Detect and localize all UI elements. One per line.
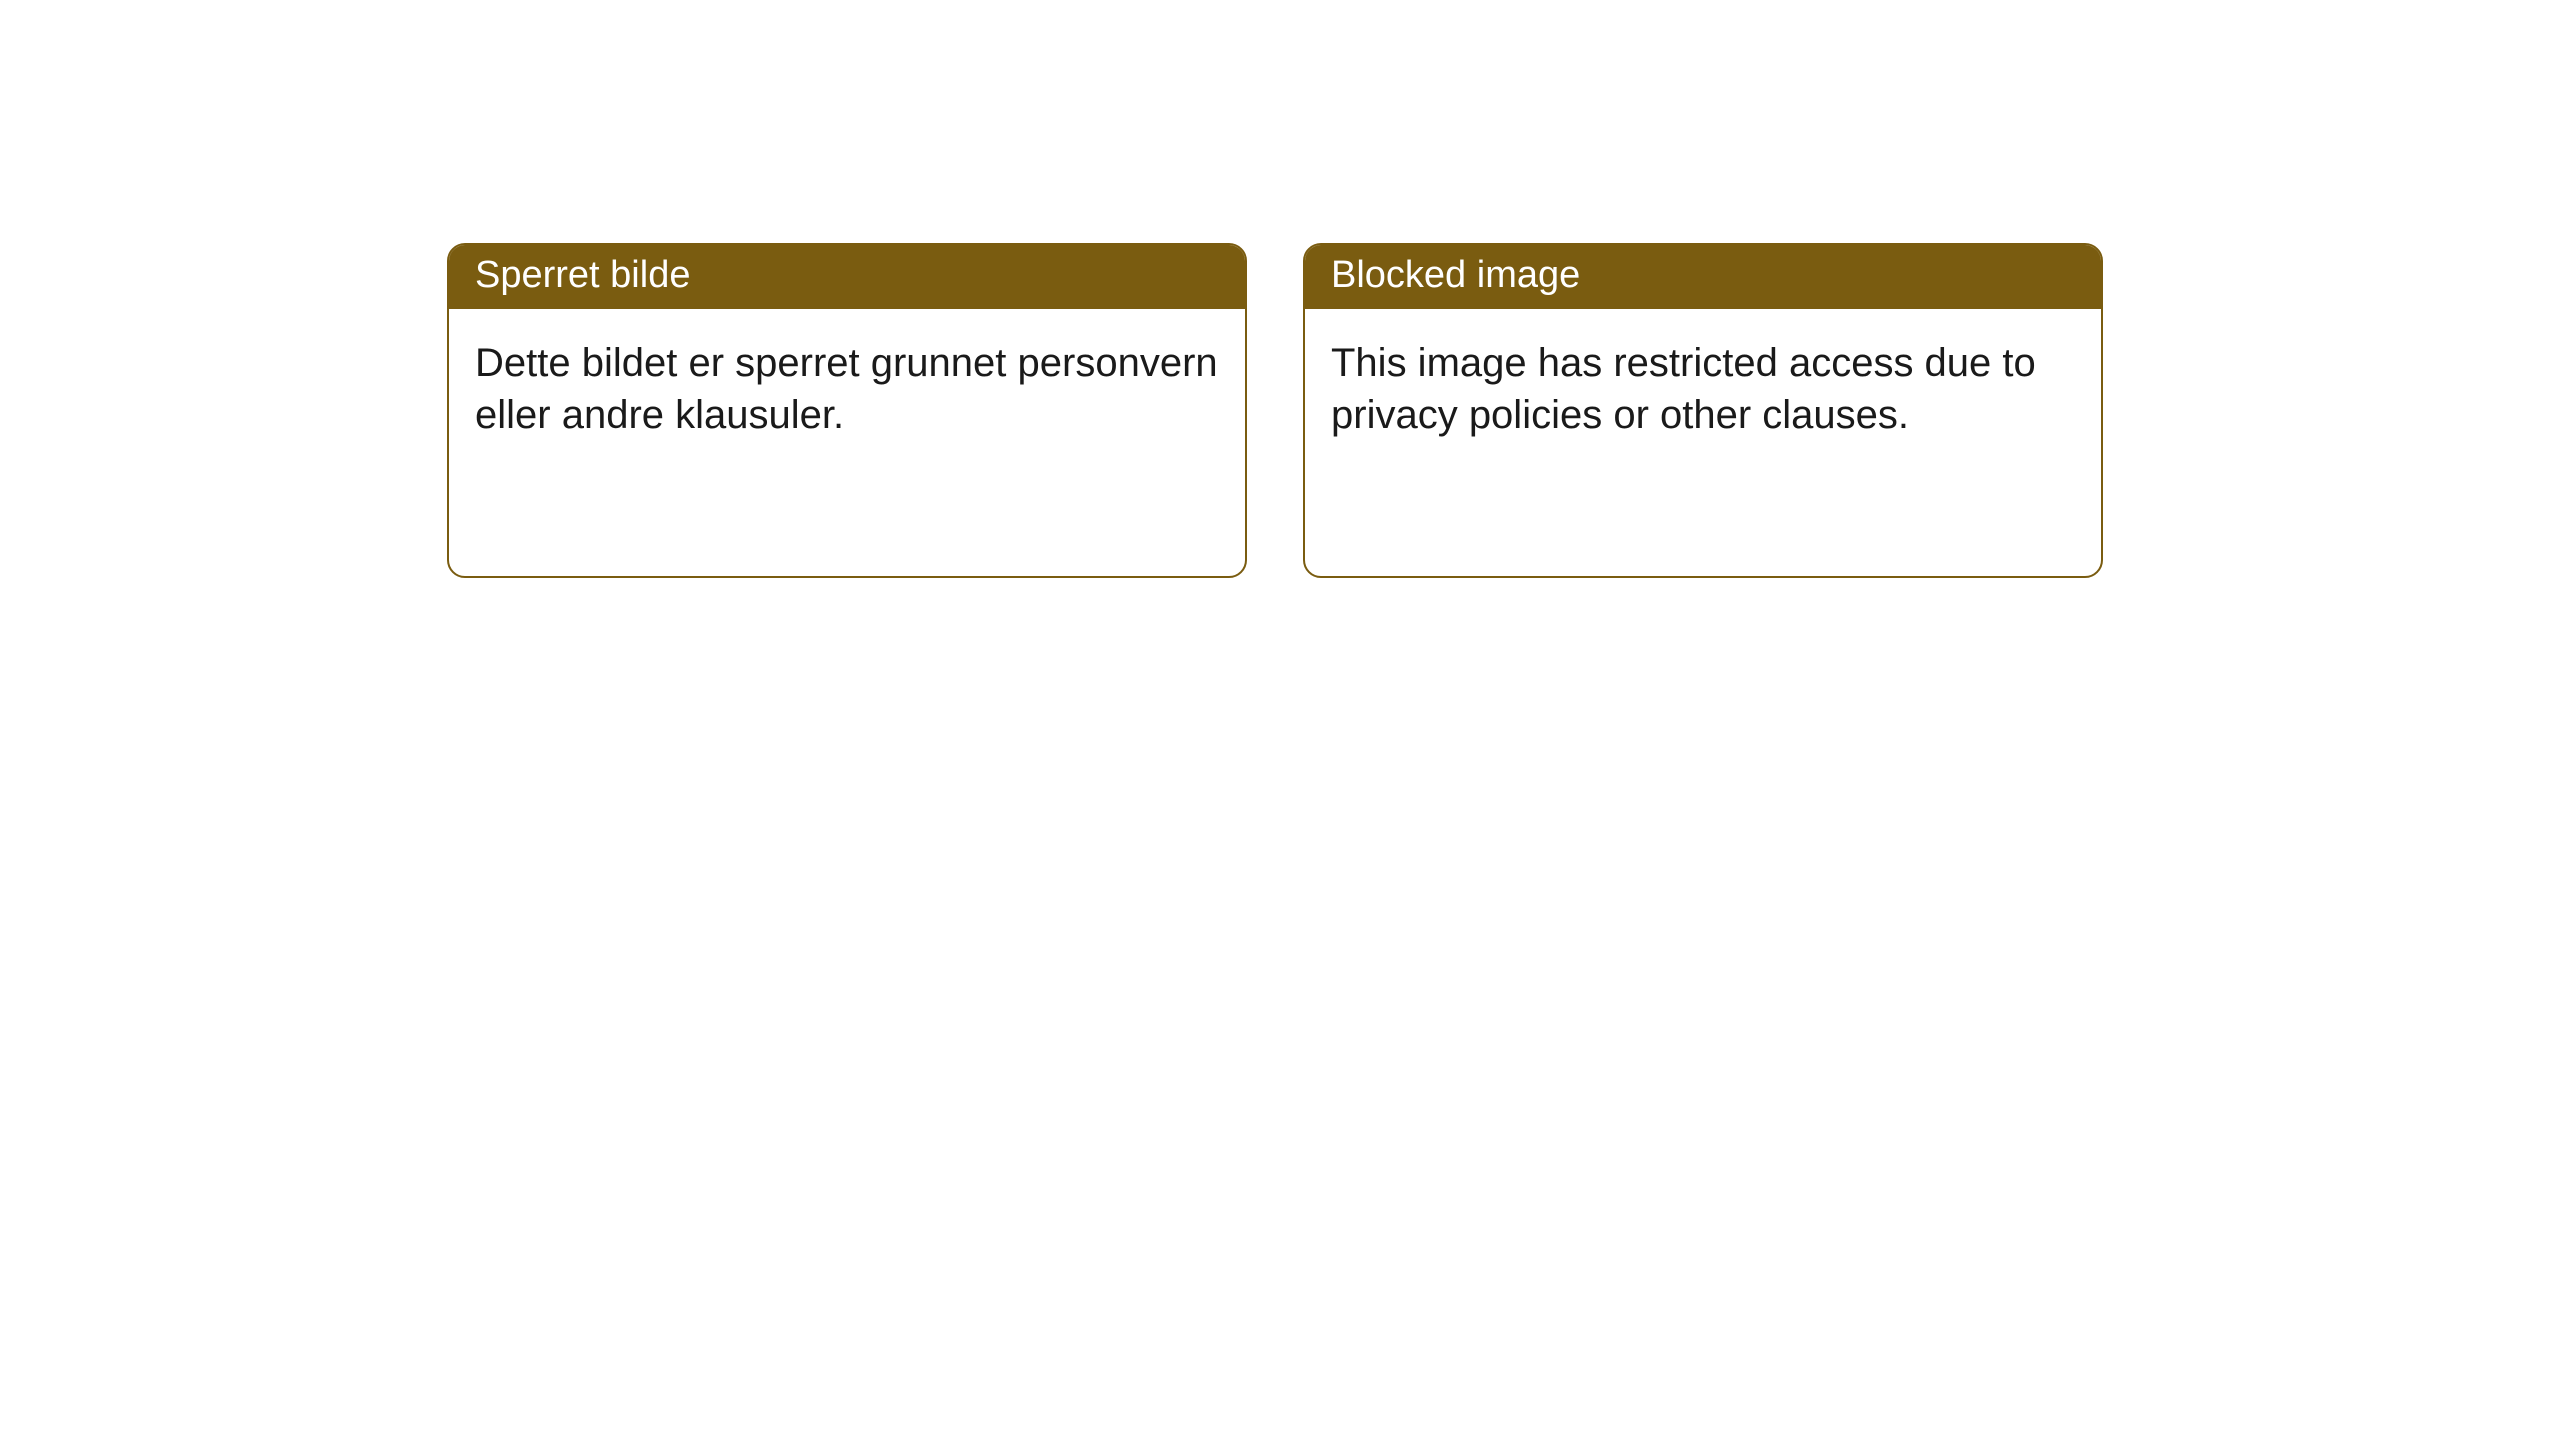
- notice-title-norwegian: Sperret bilde: [449, 245, 1245, 309]
- notice-card-norwegian: Sperret bilde Dette bildet er sperret gr…: [447, 243, 1247, 578]
- notice-body-english: This image has restricted access due to …: [1305, 309, 2101, 469]
- notice-container: Sperret bilde Dette bildet er sperret gr…: [447, 243, 2103, 578]
- notice-title-english: Blocked image: [1305, 245, 2101, 309]
- notice-body-norwegian: Dette bildet er sperret grunnet personve…: [449, 309, 1245, 469]
- notice-card-english: Blocked image This image has restricted …: [1303, 243, 2103, 578]
